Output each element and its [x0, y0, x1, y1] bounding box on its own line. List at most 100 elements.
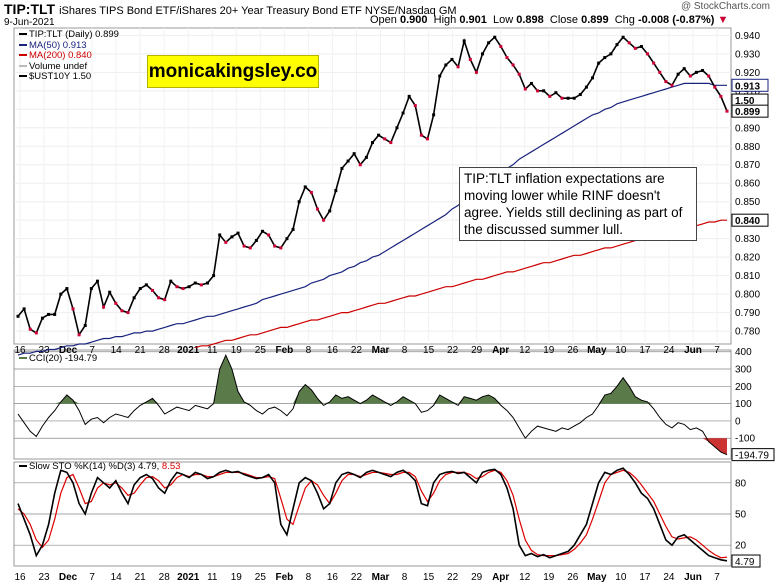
- price-point: [468, 57, 472, 61]
- panel-frame-0: [13, 27, 732, 345]
- price-point: [450, 57, 454, 61]
- y-tick-label: -100: [735, 434, 755, 445]
- price-point: [358, 163, 362, 167]
- x-tick-label: 7: [714, 345, 720, 356]
- legend-ma50: MA(50) 0.913: [19, 40, 119, 52]
- price-point: [260, 229, 264, 233]
- low-label: Low: [492, 14, 514, 26]
- price-point: [395, 126, 399, 130]
- x-tick-label: 19: [543, 345, 555, 356]
- price-point: [658, 70, 662, 74]
- y-tick-label: 0.810: [735, 271, 760, 282]
- legend-ma200: MA(200) 0.840: [19, 50, 119, 62]
- cci-legend: CCI(20) -194.79: [19, 353, 97, 365]
- price-point: [248, 246, 252, 250]
- price-point: [719, 94, 723, 98]
- x-tick-label: 29: [471, 345, 483, 356]
- price-point: [615, 43, 619, 47]
- x-tick-label: 7: [89, 572, 95, 583]
- price-point: [676, 72, 680, 76]
- cci-value-box: [731, 448, 775, 462]
- x-tick-label: 16: [327, 345, 339, 356]
- price-point: [102, 305, 106, 309]
- price-point: [542, 89, 546, 93]
- price-point: [474, 70, 478, 74]
- sto-k-line: [17, 467, 728, 562]
- brand-badge: monicakingsley.co: [147, 55, 319, 88]
- y-tick-label: 0.790: [735, 308, 760, 319]
- price-point: [725, 109, 729, 113]
- x-tick-label: May: [587, 345, 607, 356]
- price-point: [499, 44, 503, 48]
- y-tick-label: 50: [735, 510, 747, 521]
- price-point: [157, 296, 161, 300]
- ma50-line: [17, 82, 727, 356]
- price-point: [652, 61, 656, 65]
- price-point: [529, 81, 533, 85]
- price-point: [28, 327, 32, 331]
- x-tick-label: Jun: [684, 572, 702, 583]
- open-value: 0.900: [399, 14, 428, 26]
- price-point: [34, 331, 38, 335]
- annotation-box: TIP:TLT inflation expectations are movin…: [459, 167, 697, 241]
- price-point: [444, 63, 448, 67]
- price-point: [163, 298, 167, 302]
- y-tick-label: 0.880: [735, 142, 760, 153]
- price-point: [670, 83, 674, 87]
- price-point: [487, 41, 491, 45]
- y-tick-label: 80: [735, 478, 747, 489]
- main-legend: TIP:TLT (Daily) 0.899 MA(50) 0.913 MA(20…: [19, 29, 119, 83]
- x-tick-label: 22: [351, 345, 363, 356]
- down-arrow-icon: ▼: [717, 14, 729, 26]
- price-point: [328, 209, 332, 213]
- price-point: [346, 159, 350, 163]
- price-point: [688, 74, 692, 78]
- sto-k-value: 4.79: [138, 461, 157, 472]
- price-point: [646, 52, 650, 56]
- price-point: [53, 312, 57, 316]
- price-point: [340, 166, 344, 170]
- price-point: [481, 52, 485, 56]
- price-point: [523, 87, 527, 91]
- x-tick-label: 11: [207, 345, 218, 356]
- price-point: [150, 288, 154, 292]
- x-tick-label: 14: [111, 572, 123, 583]
- chg-label: Chg: [614, 14, 635, 26]
- x-tick-label: 10: [615, 345, 627, 356]
- price-point: [144, 283, 148, 287]
- price-point: [578, 93, 582, 97]
- price-label-box: [731, 104, 769, 118]
- price-point: [95, 279, 99, 283]
- x-tick-label: 23: [38, 572, 50, 583]
- price-label-box: [731, 213, 769, 227]
- cci-fill-lower: [18, 438, 727, 455]
- x-tick-label: 2021: [177, 572, 200, 583]
- ticker-header: TIP:TLT iShares TIPS Bond ETF/iShares 20+…: [4, 1, 457, 17]
- price-point: [633, 46, 637, 50]
- ticker-description: iShares TIPS Bond ETF/iShares 20+ Year T…: [59, 5, 457, 17]
- x-tick-label: 8: [306, 572, 312, 583]
- chart-date: 9-Jun-2021: [4, 17, 55, 28]
- price-point: [236, 231, 240, 235]
- y-tick-label: 0.910: [735, 86, 760, 97]
- price-point: [426, 137, 430, 141]
- price-label-box: [731, 78, 769, 92]
- legend-ust10y: $UST10Y 1.50: [19, 71, 119, 83]
- price-point: [205, 281, 209, 285]
- x-tick-label: Mar: [372, 345, 390, 356]
- price-label-text: 0.913: [735, 81, 760, 92]
- price-point: [371, 141, 374, 145]
- price-point: [169, 279, 173, 283]
- price-point: [230, 235, 234, 239]
- ticker-symbol: TIP:TLT: [4, 1, 56, 17]
- y-tick-label: 0.780: [735, 327, 760, 338]
- price-point: [279, 246, 283, 250]
- x-tick-label: 7: [714, 572, 720, 583]
- x-tick-label: 19: [231, 345, 243, 356]
- price-point: [71, 307, 75, 311]
- price-point: [59, 292, 63, 296]
- y-tick-label: 0.940: [735, 31, 760, 42]
- price-point: [138, 287, 142, 291]
- price-point: [560, 96, 564, 100]
- x-tick-label: Feb: [275, 572, 293, 583]
